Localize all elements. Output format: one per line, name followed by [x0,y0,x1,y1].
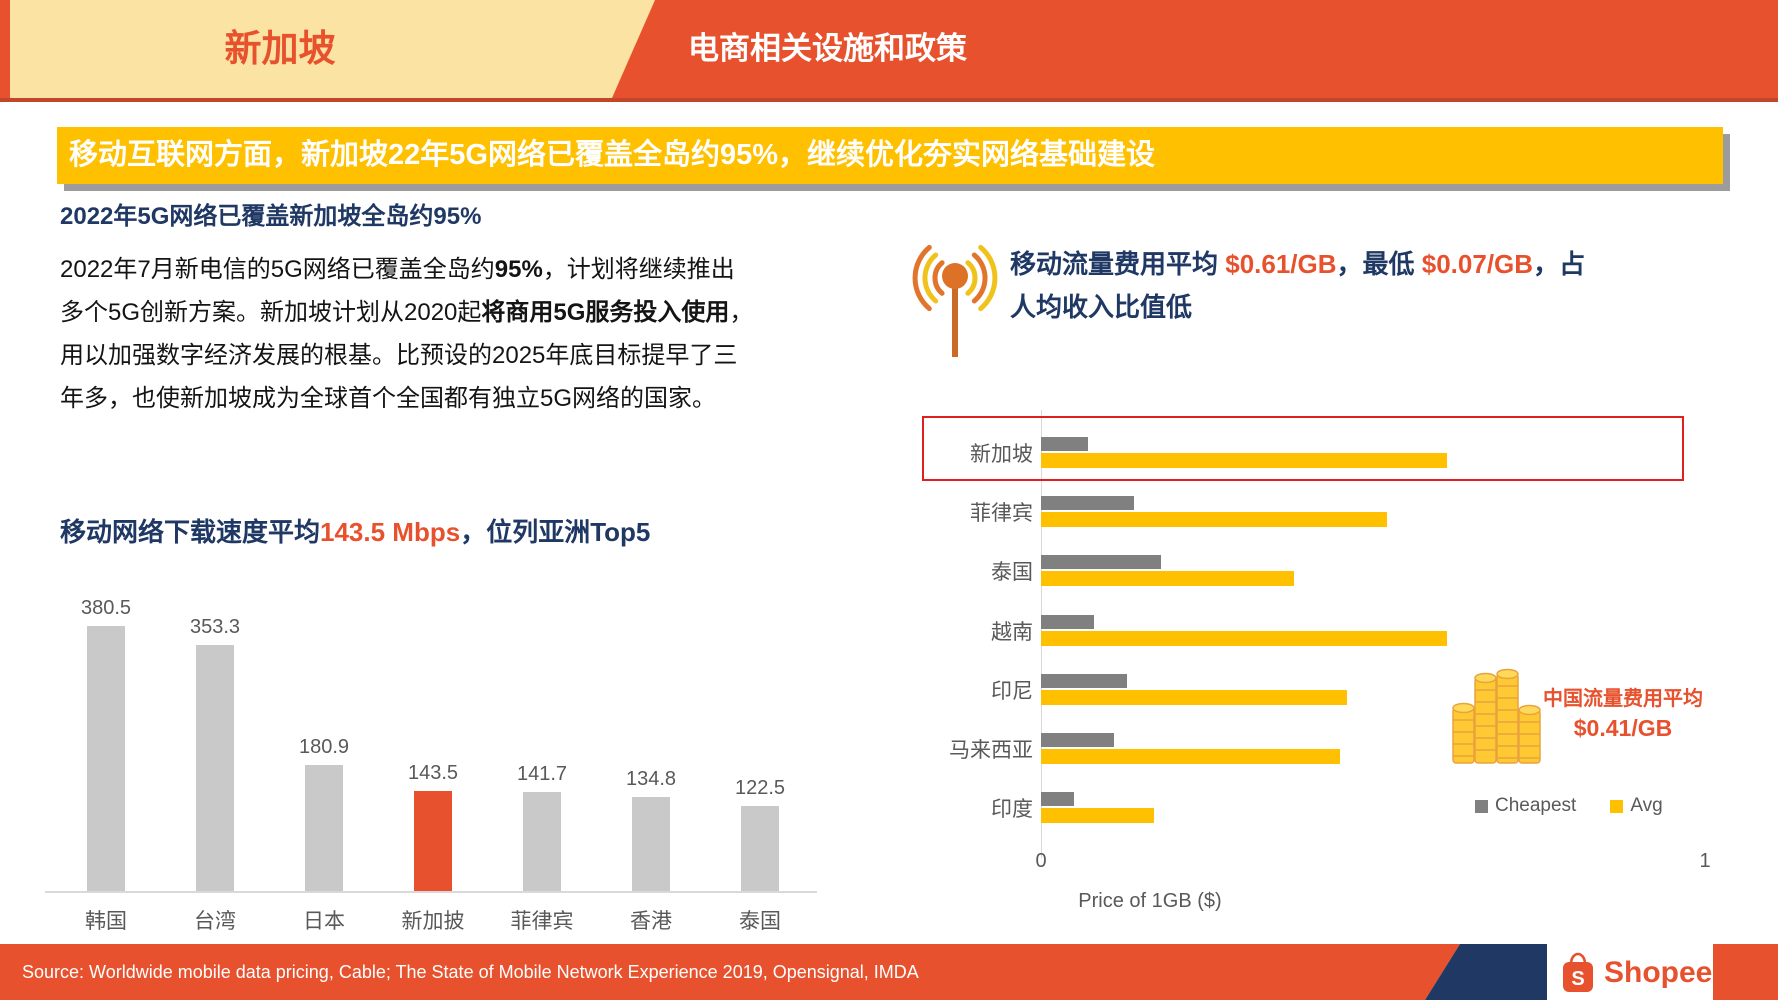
header-left-strip [0,0,10,98]
speed-bar-value: 143.5 [407,762,459,784]
price-bar-cheapest-印度 [1041,792,1074,806]
china-price-note-line2: $0.41/GB [1573,715,1673,741]
price-row-label-印尼: 印尼 [991,679,1033,703]
shopee-logo: S Shopee [1560,951,1712,995]
speed-bar-台湾 [196,645,234,891]
legend-avg-label: Avg [1630,795,1663,816]
coins-icon [1452,660,1544,775]
speed-bar-category: 台湾 [194,910,236,933]
source-text: Source: Worldwide mobile data pricing, C… [22,962,919,982]
price-bar-cheapest-越南 [1041,615,1094,629]
data-price-chart: 0 1 Price of 1GB ($) 新加坡菲律宾泰国越南印尼马来西亚印度 [900,370,1760,912]
speed-bar-category: 新加披 [401,910,465,933]
mobile-price-heading: 移动流量费用平均 $0.61/GB，最低 $0.07/GB，占 人均收入比值低 [1010,249,1586,322]
price-bar-cheapest-新加坡 [1041,437,1088,451]
speed-bar-value: 180.9 [298,736,350,758]
x-tick-1: 1 [1699,850,1711,872]
headline-banner: 移动互联网方面，新加坡22年5G网络已覆盖全岛约95%，继续优化夯实网络基础建设 [57,127,1723,184]
header-orange-band [612,0,1778,98]
price-row-label-菲律宾: 菲律宾 [970,502,1033,526]
price-bar-avg-越南 [1041,631,1447,646]
speed-bar-value: 380.5 [80,597,132,619]
speed-bar-香港 [632,797,670,891]
cheapest-swatch-icon [1475,799,1488,813]
price-row-label-印度: 印度 [991,798,1033,822]
speed-bar-日本 [305,765,343,891]
price-row-label-马来西亚: 马来西亚 [949,739,1033,762]
price-bar-cheapest-印尼 [1041,674,1127,688]
china-price-note: 中国流量费用平均 $0.41/GB [1518,682,1728,742]
price-bar-cheapest-马来西亚 [1041,733,1114,747]
price-bar-cheapest-菲律宾 [1041,496,1134,510]
speed-bar-value: 122.5 [734,777,786,799]
speed-bar-category: 香港 [630,910,672,933]
speed-bar-韩国 [87,626,125,891]
antenna-icon [893,232,1013,362]
shopee-bag-icon: S [1563,952,1593,992]
singapore-highlight-box [922,416,1684,481]
speed-chart-heading: 移动网络下载速度平均143.5 Mbps，位列亚洲Top5 [60,517,651,547]
speed-bar-category: 日本 [303,910,345,933]
price-bar-avg-新加坡 [1041,453,1447,468]
shopee-wordmark: Shopee [1604,956,1713,989]
x-tick-0: 0 [1035,850,1047,872]
download-speed-chart: 380.5 韩国 353.3 台湾 180.9 日本 143.5 新加披 141.7 菲律宾 134… [45,558,817,933]
speed-bar-value: 134.8 [625,768,677,790]
body-paragraph: 2022年7月新电信的5G网络已覆盖全岛约95%，计划将继续推出多个5G创新方案… [60,256,754,412]
speed-bar-泰国 [741,806,779,891]
china-price-note-line1: 中国流量费用平均 [1543,688,1703,710]
price-bar-avg-印尼 [1041,690,1347,705]
page-title: 电商相关设施和政策 [688,31,967,66]
footer-bar [0,944,1460,1000]
header-underline [0,98,1778,102]
speed-bar-value: 353.3 [189,616,241,638]
svg-text:S: S [1571,968,1584,990]
chart-legend: Cheapest Avg [1475,795,1663,817]
speed-bar-category: 韩国 [85,910,127,933]
avg-swatch-icon [1610,799,1624,813]
price-bar-cheapest-泰国 [1041,555,1161,569]
price-bar-avg-马来西亚 [1041,749,1340,764]
speed-bar-category: 菲律宾 [510,910,574,933]
price-row-label-新加坡: 新加坡 [970,443,1033,466]
x-axis-title: Price of 1GB ($) [1078,890,1222,912]
legend-item-cheapest: Cheapest [1475,795,1576,817]
speed-bar-value: 141.7 [516,763,568,785]
legend-item-avg: Avg [1610,795,1663,817]
speed-bar-菲律宾 [523,792,561,891]
region-label: 新加坡 [224,28,336,69]
speed-bar-新加披 [414,791,452,891]
header: 新加坡 电商相关设施和政策 [0,0,1778,98]
price-bar-avg-菲律宾 [1041,512,1387,527]
x-axis-baseline [45,891,817,893]
footer-right-block [1713,944,1778,1000]
price-bar-avg-泰国 [1041,571,1294,586]
legend-cheapest-label: Cheapest [1495,795,1577,816]
speed-bar-category: 泰国 [739,910,781,933]
price-row-label-越南: 越南 [991,620,1033,644]
headline-banner-text: 移动互联网方面，新加坡22年5G网络已覆盖全岛约95%，继续优化夯实网络基础建设 [69,139,1155,171]
section-heading: 2022年5G网络已覆盖新加坡全岛约95% [60,203,482,230]
price-row-label-泰国: 泰国 [991,561,1033,585]
price-bar-avg-印度 [1041,808,1154,823]
